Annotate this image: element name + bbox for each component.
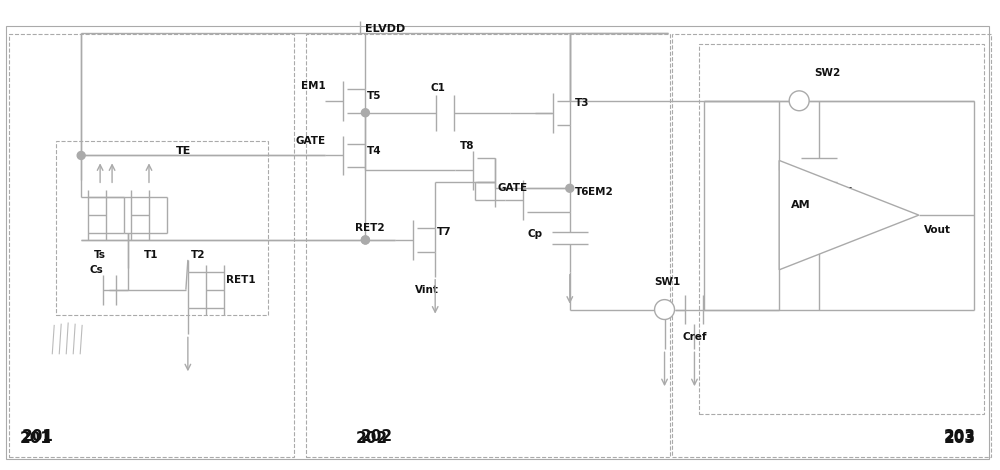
Bar [9,34,294,457]
Text: 201: 201 [19,431,51,446]
Bar [56,141,268,314]
Text: Cref: Cref [682,332,707,342]
Text: 203: 203 [944,431,976,446]
Text: T4: T4 [367,146,382,156]
Text: EM1: EM1 [301,81,325,91]
Text: EM2: EM2 [588,187,613,197]
Text: 201: 201 [21,429,53,444]
Text: Cref: Cref [827,187,852,197]
Text: C1: C1 [430,83,445,93]
Bar [699,44,984,414]
Circle shape [566,184,574,192]
Text: Cp: Cp [528,229,543,239]
Circle shape [361,236,369,244]
Text: Ts: Ts [94,250,106,260]
Text: Cs: Cs [89,265,103,275]
Text: T8: T8 [460,141,475,150]
Text: GATE: GATE [296,135,326,146]
Text: Vint: Vint [415,285,439,295]
Text: T1: T1 [144,250,158,260]
Polygon shape [779,160,919,270]
Text: T2: T2 [191,250,205,260]
Circle shape [361,236,369,244]
Circle shape [789,91,809,111]
Text: RET1: RET1 [226,275,255,285]
Text: SW2: SW2 [814,68,840,78]
Bar [672,34,991,457]
Text: T3: T3 [575,98,589,108]
Circle shape [361,109,369,117]
Text: RET2: RET2 [355,223,385,233]
Text: 202: 202 [360,429,393,444]
Circle shape [77,151,85,159]
Text: AM: AM [791,200,811,210]
Text: T5: T5 [367,91,382,101]
Text: 203: 203 [944,429,976,444]
Text: SW1: SW1 [655,277,681,287]
Text: T6: T6 [575,187,589,197]
Text: TE: TE [176,146,191,156]
Text: 202: 202 [355,431,388,446]
Text: ELVDD: ELVDD [365,24,406,34]
Bar [306,34,670,457]
Text: T7: T7 [437,227,452,237]
Text: GATE: GATE [497,183,527,193]
Text: Vout: Vout [924,225,951,235]
Circle shape [655,299,675,320]
